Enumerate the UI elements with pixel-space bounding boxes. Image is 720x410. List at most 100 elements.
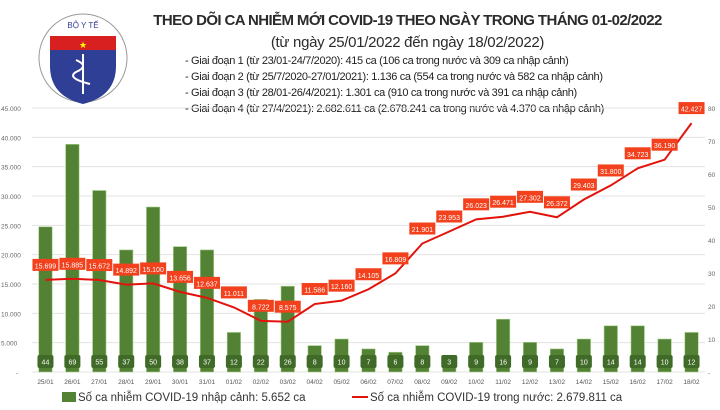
line-value-label-bg	[651, 138, 678, 151]
bar-imported	[199, 249, 215, 373]
line-value-label: 23.953	[439, 215, 461, 222]
line-value-label-bg	[543, 196, 570, 209]
line-value-label: 42.427	[681, 107, 703, 114]
line-value-label-bg	[570, 178, 597, 191]
legend-bar-swatch	[62, 392, 76, 402]
bar-value-label: 12	[230, 360, 238, 367]
x-tick-label: 02/02	[253, 379, 270, 386]
bar-imported	[173, 246, 188, 373]
bar-value-label: 6	[393, 360, 397, 367]
x-tick-label: 01/02	[226, 379, 243, 386]
line-value-label: 31.800	[600, 169, 622, 176]
bar-value-label-bg	[548, 355, 565, 368]
bar-imported	[38, 226, 53, 373]
y-right-tick-label: 60	[708, 172, 716, 179]
line-value-label: 13.656	[169, 275, 191, 282]
bar-value-label: 44	[42, 360, 50, 367]
bar-value-label-bg	[414, 355, 431, 368]
line-value-label-bg	[597, 164, 624, 177]
bar-value-label: 10	[580, 360, 588, 367]
bar-value-label-bg	[37, 355, 54, 368]
y-left-tick-label: 10.000	[1, 311, 21, 318]
line-value-label-bg	[624, 147, 651, 160]
y-left-tick-label: 30.000	[1, 194, 21, 201]
bar-value-label-bg	[198, 355, 215, 368]
bar-value-label-bg	[629, 355, 646, 368]
bar-value-label-bg	[306, 355, 323, 368]
x-tick-label: 12/02	[522, 379, 539, 386]
bar-value-label: 9	[528, 360, 532, 367]
line-value-label: 27.302	[519, 195, 541, 202]
bar-value-label-bg	[495, 355, 512, 368]
line-value-label-bg	[220, 286, 247, 299]
line-value-label-bg	[409, 222, 436, 235]
bar-value-label-bg	[575, 355, 592, 368]
y-left-tick-label: 45.000	[1, 106, 21, 113]
line-value-label: 11.011	[224, 291, 244, 298]
x-tick-label: 18/02	[683, 379, 700, 386]
chart-subtitle: (từ ngày 25/01/2022 đến ngày 18/02/2022)	[270, 34, 545, 51]
bar-value-label: 3	[447, 360, 451, 367]
line-value-label: 14.105	[358, 273, 380, 280]
line-value-label: 8.575	[279, 305, 297, 312]
svg-text:BỘ Y TẾ: BỘ Y TẾ	[67, 20, 98, 30]
line-value-label: 26.023	[465, 203, 487, 210]
line-value-label: 12.160	[331, 284, 353, 291]
line-value-label: 26.471	[492, 200, 514, 207]
x-tick-label: 06/02	[360, 379, 377, 386]
bar-value-label-bg	[225, 355, 242, 368]
x-tick-label: 28/01	[118, 379, 135, 386]
y-right-tick-label: 30	[708, 271, 716, 278]
bar-value-label: 37	[203, 360, 211, 367]
line-value-label: 16.809	[385, 257, 407, 264]
x-tick-label: 17/02	[656, 379, 673, 386]
bar-value-label: 50	[149, 360, 157, 367]
stage-3-note: - Giai đoạn 3 (từ 28/01-26/4/2021): 1.30…	[185, 87, 577, 99]
x-tick-label: 09/02	[441, 379, 458, 386]
stage-2-note: - Giai đoạn 2 (từ 25/7/2020-27/01/2021):…	[185, 71, 603, 83]
x-tick-label: 04/02	[307, 379, 324, 386]
x-tick-label: 30/01	[172, 379, 189, 386]
bar-value-label-bg	[172, 355, 189, 368]
x-tick-label: 31/01	[199, 379, 216, 386]
bar-imported	[119, 249, 134, 373]
bar-value-label: 8	[420, 360, 424, 367]
line-value-label: 29.403	[573, 183, 595, 190]
line-value-label-bg	[678, 102, 705, 115]
y-left-tick-label: 15.000	[1, 282, 21, 289]
x-tick-label: 13/02	[549, 379, 566, 386]
y-right-tick-label: 80	[708, 106, 716, 113]
line-value-label-bg	[140, 262, 167, 275]
y-left-tick-label: 40.000	[1, 135, 21, 142]
line-value-label: 14.892	[116, 268, 138, 275]
bar-value-label: 7	[367, 360, 371, 367]
line-value-label: 15.672	[89, 264, 111, 271]
line-value-label-bg	[490, 195, 517, 208]
stage-4-note: - Giai đoạn 4 (từ 27/4/2021): 2.682.611 …	[185, 103, 604, 115]
y-right-tick-label: 40	[708, 238, 716, 245]
line-domestic	[45, 122, 693, 323]
line-value-label-bg	[32, 258, 59, 271]
bar-value-label-bg	[468, 355, 485, 368]
x-tick-label: 03/02	[280, 379, 297, 386]
bar-value-label-bg	[252, 355, 269, 368]
x-tick-label: 27/01	[91, 379, 108, 386]
x-tick-label: 16/02	[630, 379, 647, 386]
bar-value-label: 8	[313, 360, 317, 367]
line-value-label: 36.190	[654, 143, 676, 150]
line-value-label-bg	[517, 190, 544, 203]
y-right-tick-label: 10	[708, 337, 716, 344]
bar-value-label-bg	[279, 355, 296, 368]
bar-value-label-bg	[656, 355, 673, 368]
line-value-label-bg	[113, 263, 140, 276]
x-tick-label: 26/01	[64, 379, 81, 386]
svg-text:★: ★	[79, 40, 87, 50]
x-tick-label: 07/02	[387, 379, 404, 386]
legend-bar-label: Số ca nhiễm COVID-19 nhập cảnh: 5.652 ca	[78, 391, 306, 404]
line-value-label-bg	[193, 276, 220, 289]
line-value-label-bg	[247, 299, 274, 312]
y-right-tick-label: 70	[708, 139, 716, 146]
line-value-label-bg	[86, 259, 113, 272]
y-left-tick-label: 25.000	[1, 223, 21, 230]
